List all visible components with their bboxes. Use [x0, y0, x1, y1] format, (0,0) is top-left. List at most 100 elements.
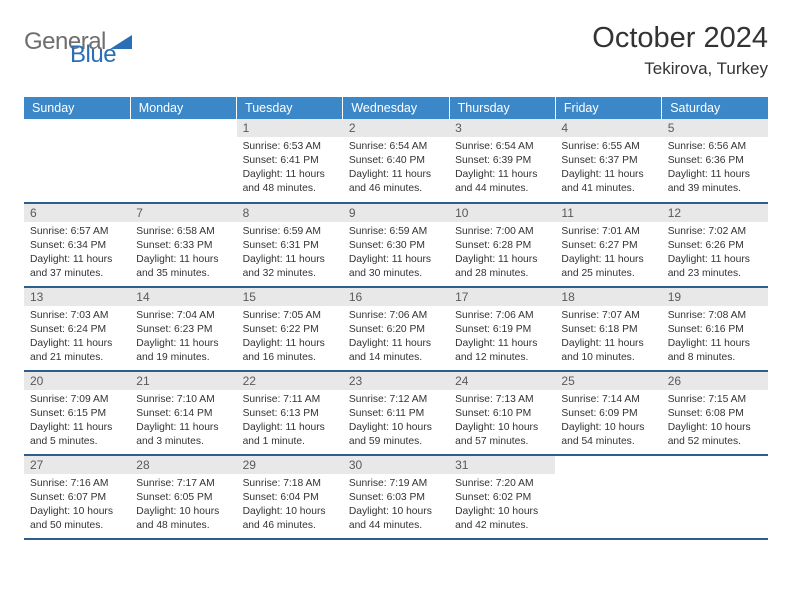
- calendar-row: 1Sunrise: 6:53 AMSunset: 6:41 PMDaylight…: [24, 119, 768, 203]
- day-content: Sunrise: 7:06 AMSunset: 6:19 PMDaylight:…: [449, 306, 555, 369]
- day-content: Sunrise: 6:57 AMSunset: 6:34 PMDaylight:…: [24, 222, 130, 285]
- day-number: 10: [449, 204, 555, 222]
- day-content: Sunrise: 7:12 AMSunset: 6:11 PMDaylight:…: [343, 390, 449, 453]
- month-title: October 2024: [592, 22, 768, 55]
- calendar-cell: 20Sunrise: 7:09 AMSunset: 6:15 PMDayligh…: [24, 371, 130, 455]
- calendar-cell: 27Sunrise: 7:16 AMSunset: 6:07 PMDayligh…: [24, 455, 130, 539]
- calendar-cell: 28Sunrise: 7:17 AMSunset: 6:05 PMDayligh…: [130, 455, 236, 539]
- day-content: Sunrise: 6:59 AMSunset: 6:30 PMDaylight:…: [343, 222, 449, 285]
- day-number: 6: [24, 204, 130, 222]
- day-number: 11: [555, 204, 661, 222]
- day-content: Sunrise: 7:05 AMSunset: 6:22 PMDaylight:…: [237, 306, 343, 369]
- calendar-cell: 11Sunrise: 7:01 AMSunset: 6:27 PMDayligh…: [555, 203, 661, 287]
- day-number: 3: [449, 119, 555, 137]
- calendar-cell: 19Sunrise: 7:08 AMSunset: 6:16 PMDayligh…: [662, 287, 768, 371]
- calendar-cell: 8Sunrise: 6:59 AMSunset: 6:31 PMDaylight…: [237, 203, 343, 287]
- day-content: Sunrise: 6:54 AMSunset: 6:40 PMDaylight:…: [343, 137, 449, 200]
- calendar-cell: 1Sunrise: 6:53 AMSunset: 6:41 PMDaylight…: [237, 119, 343, 203]
- day-number: 27: [24, 456, 130, 474]
- day-content: Sunrise: 7:20 AMSunset: 6:02 PMDaylight:…: [449, 474, 555, 537]
- calendar-cell: 23Sunrise: 7:12 AMSunset: 6:11 PMDayligh…: [343, 371, 449, 455]
- calendar-cell: 14Sunrise: 7:04 AMSunset: 6:23 PMDayligh…: [130, 287, 236, 371]
- day-number: 30: [343, 456, 449, 474]
- day-content: Sunrise: 7:04 AMSunset: 6:23 PMDaylight:…: [130, 306, 236, 369]
- day-number: 5: [662, 119, 768, 137]
- day-content: Sunrise: 6:56 AMSunset: 6:36 PMDaylight:…: [662, 137, 768, 200]
- day-content: Sunrise: 7:10 AMSunset: 6:14 PMDaylight:…: [130, 390, 236, 453]
- day-content: Sunrise: 7:16 AMSunset: 6:07 PMDaylight:…: [24, 474, 130, 537]
- weekday-header: Saturday: [662, 97, 768, 119]
- day-number: 1: [237, 119, 343, 137]
- day-number: 22: [237, 372, 343, 390]
- calendar-cell: 3Sunrise: 6:54 AMSunset: 6:39 PMDaylight…: [449, 119, 555, 203]
- calendar-cell: 21Sunrise: 7:10 AMSunset: 6:14 PMDayligh…: [130, 371, 236, 455]
- calendar-cell: [130, 119, 236, 203]
- day-number: 21: [130, 372, 236, 390]
- day-content: Sunrise: 7:11 AMSunset: 6:13 PMDaylight:…: [237, 390, 343, 453]
- day-number: 19: [662, 288, 768, 306]
- day-number: 25: [555, 372, 661, 390]
- calendar-cell: [662, 455, 768, 539]
- calendar-row: 13Sunrise: 7:03 AMSunset: 6:24 PMDayligh…: [24, 287, 768, 371]
- calendar-cell: 25Sunrise: 7:14 AMSunset: 6:09 PMDayligh…: [555, 371, 661, 455]
- calendar-cell: 24Sunrise: 7:13 AMSunset: 6:10 PMDayligh…: [449, 371, 555, 455]
- calendar-cell: 6Sunrise: 6:57 AMSunset: 6:34 PMDaylight…: [24, 203, 130, 287]
- day-number: 4: [555, 119, 661, 137]
- day-content: Sunrise: 7:14 AMSunset: 6:09 PMDaylight:…: [555, 390, 661, 453]
- calendar-cell: 30Sunrise: 7:19 AMSunset: 6:03 PMDayligh…: [343, 455, 449, 539]
- day-content: Sunrise: 7:01 AMSunset: 6:27 PMDaylight:…: [555, 222, 661, 285]
- day-number: 31: [449, 456, 555, 474]
- calendar-cell: 17Sunrise: 7:06 AMSunset: 6:19 PMDayligh…: [449, 287, 555, 371]
- day-content: Sunrise: 7:18 AMSunset: 6:04 PMDaylight:…: [237, 474, 343, 537]
- day-number: 28: [130, 456, 236, 474]
- calendar-cell: 18Sunrise: 7:07 AMSunset: 6:18 PMDayligh…: [555, 287, 661, 371]
- calendar-cell: 15Sunrise: 7:05 AMSunset: 6:22 PMDayligh…: [237, 287, 343, 371]
- weekday-header: Friday: [555, 97, 661, 119]
- calendar-cell: 5Sunrise: 6:56 AMSunset: 6:36 PMDaylight…: [662, 119, 768, 203]
- day-number: 29: [237, 456, 343, 474]
- day-content: Sunrise: 7:15 AMSunset: 6:08 PMDaylight:…: [662, 390, 768, 453]
- calendar-body: 1Sunrise: 6:53 AMSunset: 6:41 PMDaylight…: [24, 119, 768, 539]
- day-content: Sunrise: 6:53 AMSunset: 6:41 PMDaylight:…: [237, 137, 343, 200]
- calendar-cell: 7Sunrise: 6:58 AMSunset: 6:33 PMDaylight…: [130, 203, 236, 287]
- day-number: 17: [449, 288, 555, 306]
- location: Tekirova, Turkey: [592, 59, 768, 79]
- day-number: 23: [343, 372, 449, 390]
- calendar-cell: 26Sunrise: 7:15 AMSunset: 6:08 PMDayligh…: [662, 371, 768, 455]
- day-content: Sunrise: 7:09 AMSunset: 6:15 PMDaylight:…: [24, 390, 130, 453]
- day-number: 12: [662, 204, 768, 222]
- calendar-row: 27Sunrise: 7:16 AMSunset: 6:07 PMDayligh…: [24, 455, 768, 539]
- day-content: Sunrise: 7:19 AMSunset: 6:03 PMDaylight:…: [343, 474, 449, 537]
- calendar-cell: 29Sunrise: 7:18 AMSunset: 6:04 PMDayligh…: [237, 455, 343, 539]
- day-number: 15: [237, 288, 343, 306]
- weekday-header: Tuesday: [237, 97, 343, 119]
- day-content: Sunrise: 7:06 AMSunset: 6:20 PMDaylight:…: [343, 306, 449, 369]
- day-content: Sunrise: 6:58 AMSunset: 6:33 PMDaylight:…: [130, 222, 236, 285]
- day-content: Sunrise: 7:03 AMSunset: 6:24 PMDaylight:…: [24, 306, 130, 369]
- day-content: Sunrise: 7:13 AMSunset: 6:10 PMDaylight:…: [449, 390, 555, 453]
- day-number: 9: [343, 204, 449, 222]
- calendar-cell: 16Sunrise: 7:06 AMSunset: 6:20 PMDayligh…: [343, 287, 449, 371]
- day-number: 8: [237, 204, 343, 222]
- calendar-cell: 9Sunrise: 6:59 AMSunset: 6:30 PMDaylight…: [343, 203, 449, 287]
- day-content: Sunrise: 7:07 AMSunset: 6:18 PMDaylight:…: [555, 306, 661, 369]
- calendar-cell: 31Sunrise: 7:20 AMSunset: 6:02 PMDayligh…: [449, 455, 555, 539]
- calendar-head: SundayMondayTuesdayWednesdayThursdayFrid…: [24, 97, 768, 119]
- calendar-cell: 12Sunrise: 7:02 AMSunset: 6:26 PMDayligh…: [662, 203, 768, 287]
- title-block: October 2024 Tekirova, Turkey: [592, 22, 768, 79]
- day-number: 20: [24, 372, 130, 390]
- calendar-cell: 2Sunrise: 6:54 AMSunset: 6:40 PMDaylight…: [343, 119, 449, 203]
- day-number: 2: [343, 119, 449, 137]
- day-content: Sunrise: 6:55 AMSunset: 6:37 PMDaylight:…: [555, 137, 661, 200]
- day-number: 24: [449, 372, 555, 390]
- calendar-cell: 22Sunrise: 7:11 AMSunset: 6:13 PMDayligh…: [237, 371, 343, 455]
- day-number: 7: [130, 204, 236, 222]
- calendar-row: 20Sunrise: 7:09 AMSunset: 6:15 PMDayligh…: [24, 371, 768, 455]
- day-content: Sunrise: 7:17 AMSunset: 6:05 PMDaylight:…: [130, 474, 236, 537]
- weekday-header: Monday: [130, 97, 236, 119]
- weekday-header: Wednesday: [343, 97, 449, 119]
- day-number: 13: [24, 288, 130, 306]
- day-content: Sunrise: 7:08 AMSunset: 6:16 PMDaylight:…: [662, 306, 768, 369]
- day-number: 14: [130, 288, 236, 306]
- logo-text-blue: Blue: [70, 41, 116, 68]
